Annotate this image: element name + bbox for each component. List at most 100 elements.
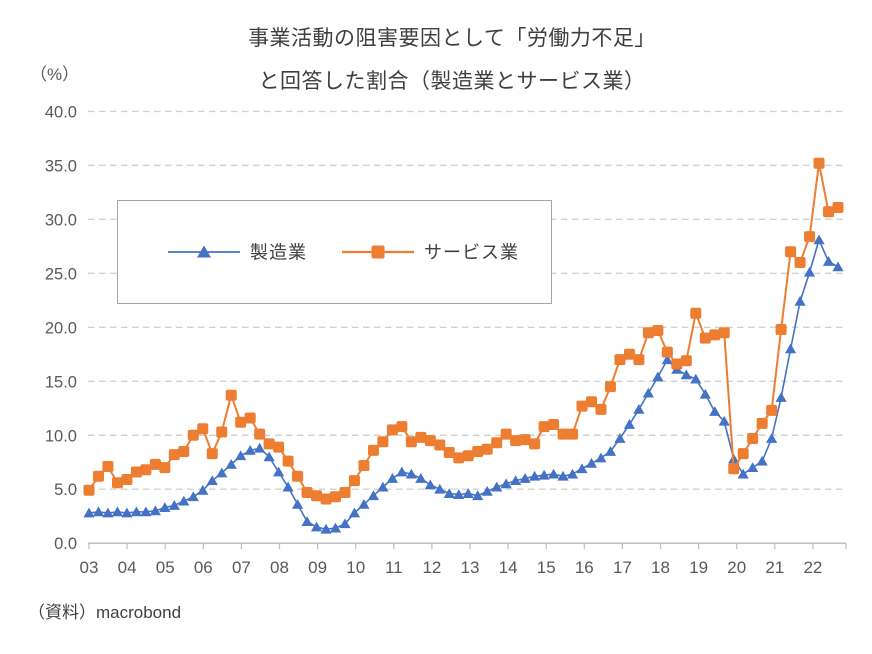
square-marker — [443, 447, 455, 459]
triangle-marker — [661, 354, 673, 365]
triangle-marker — [510, 475, 522, 485]
triangle-marker — [244, 444, 256, 455]
square-marker — [358, 459, 370, 471]
y-tick-label-30.0: 30.0 — [45, 211, 77, 229]
square-marker — [92, 470, 104, 482]
triangle-marker — [348, 507, 361, 518]
square-marker — [661, 346, 673, 358]
x-tick-label-15: 15 — [537, 558, 556, 577]
square-marker — [529, 438, 541, 450]
square-marker — [633, 354, 645, 366]
x-tick-label-19: 19 — [689, 558, 708, 577]
square-marker — [330, 491, 342, 503]
triangle-marker — [775, 392, 787, 402]
square-marker — [718, 327, 730, 339]
square-marker — [263, 438, 275, 450]
triangle-marker — [585, 457, 598, 468]
square-marker — [83, 484, 95, 496]
y-tick-label-20.0: 20.0 — [45, 319, 77, 337]
triangle-marker — [614, 433, 626, 443]
square-marker — [481, 443, 493, 455]
square-marker — [187, 429, 199, 441]
triangle-marker — [149, 505, 161, 516]
square-marker — [785, 246, 797, 258]
square-marker — [671, 358, 683, 370]
triangle-marker — [92, 506, 105, 517]
square-marker — [453, 452, 465, 464]
triangle-marker — [813, 234, 825, 245]
y-tick-label-5.0: 5.0 — [54, 481, 77, 499]
square-marker — [623, 348, 635, 360]
triangle-marker — [491, 481, 503, 492]
x-tick-label-18: 18 — [651, 558, 670, 577]
triangle-marker — [121, 507, 133, 518]
triangle-marker — [519, 473, 531, 483]
square-marker — [130, 466, 142, 478]
square-marker — [292, 470, 304, 482]
square-marker — [405, 436, 417, 448]
square-marker — [548, 418, 560, 430]
legend-square-marker-icon — [371, 245, 385, 259]
square-marker — [747, 432, 759, 444]
triangle-marker — [462, 488, 474, 498]
x-tick-label-14: 14 — [499, 558, 518, 577]
legend-label: 製造業 — [250, 243, 307, 263]
chart-title-line2: と回答した割合（製造業とサービス業） — [259, 70, 646, 93]
square-marker — [434, 439, 446, 451]
legend-item-manufacturing: 製造業 — [168, 243, 307, 263]
x-tick-label-16: 16 — [575, 558, 594, 577]
triangle-marker — [453, 489, 465, 500]
x-tick-label-17: 17 — [613, 558, 632, 577]
square-marker — [149, 458, 161, 470]
triangle-marker — [481, 485, 493, 496]
triangle-marker — [737, 468, 749, 479]
square-marker — [216, 426, 228, 438]
triangle-marker — [159, 502, 171, 512]
square-marker — [728, 463, 740, 475]
triangle-marker — [652, 371, 664, 382]
triangle-marker — [415, 473, 427, 483]
x-tick-label-04: 04 — [118, 558, 137, 577]
triangle-marker — [784, 343, 797, 354]
square-marker — [121, 474, 133, 486]
triangle-marker — [130, 506, 143, 517]
triangle-marker — [595, 452, 607, 463]
legend-item-services: サービス業 — [342, 243, 518, 263]
y-tick-label-0.0: 0.0 — [54, 535, 77, 553]
y-tick-label-10.0: 10.0 — [45, 427, 77, 445]
square-marker — [813, 157, 825, 169]
triangle-marker — [405, 468, 417, 479]
triangle-marker — [604, 446, 617, 456]
triangle-marker — [282, 481, 294, 492]
square-marker — [766, 404, 778, 416]
triangle-marker — [699, 388, 711, 399]
square-marker — [111, 477, 123, 489]
triangle-marker — [642, 387, 654, 398]
square-marker — [178, 445, 190, 457]
triangle-marker — [329, 522, 342, 533]
axis-labels: 40.0 35.0 30.0 25.0 20.0 15.0 10.0 5.0 0.003 04 05… — [45, 103, 822, 577]
y-tick-label-15.0: 15.0 — [45, 373, 77, 391]
triangle-marker — [320, 523, 332, 534]
x-tick-label-05: 05 — [156, 558, 175, 577]
triangle-marker — [832, 261, 844, 272]
triangle-marker — [83, 507, 95, 518]
square-marker — [367, 444, 379, 456]
triangle-marker — [633, 403, 645, 414]
square-marker — [652, 325, 664, 337]
triangle-marker — [263, 451, 275, 462]
square-marker — [320, 493, 332, 505]
triangle-marker — [206, 475, 218, 485]
triangle-marker — [273, 466, 285, 477]
legend-triangle-marker-icon — [197, 245, 211, 258]
x-tick-label-08: 08 — [270, 558, 289, 577]
triangle-marker — [367, 490, 380, 501]
square-marker — [311, 490, 323, 502]
triangle-marker — [254, 442, 266, 453]
square-marker — [756, 417, 768, 429]
square-marker — [538, 421, 550, 433]
x-tick-label-22: 22 — [803, 558, 822, 577]
triangle-marker — [472, 490, 484, 501]
